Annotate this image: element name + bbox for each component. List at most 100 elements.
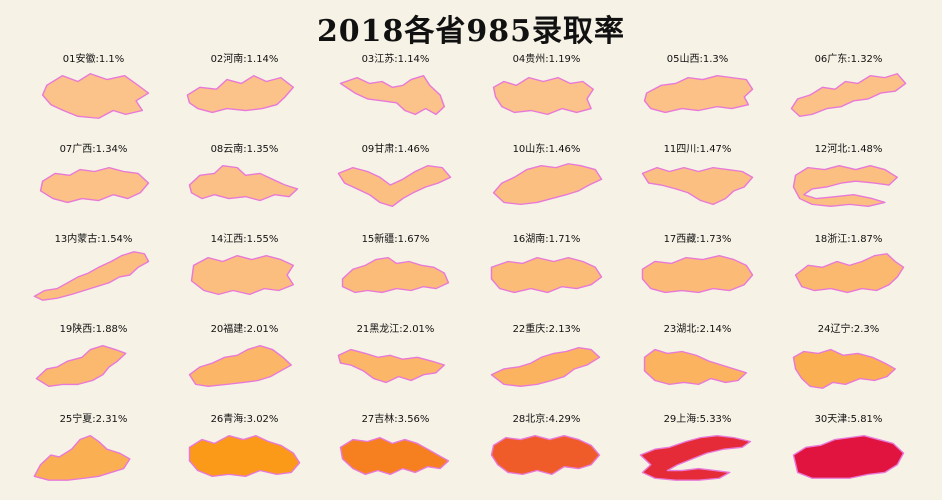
province-shape [490, 256, 603, 294]
province-cell: 18浙江:1.87% [773, 224, 924, 314]
province-label: 29上海:5.33% [663, 414, 732, 425]
province-cell: 19陕西:1.88% [18, 314, 169, 404]
province-shape [492, 76, 594, 116]
province-map [792, 435, 905, 479]
province-map [492, 76, 594, 116]
province-map [337, 165, 452, 207]
province-cell: 26青海:3.02% [169, 404, 320, 494]
province-map [792, 165, 899, 207]
province-map [790, 73, 907, 117]
province-shape [33, 435, 131, 481]
province-label: 18浙江:1.87% [814, 234, 883, 245]
province-label: 25宁夏:2.31% [59, 414, 128, 425]
province-label: 27吉林:3.56% [361, 414, 430, 425]
province-shape [339, 436, 450, 476]
province-shape [188, 345, 292, 387]
province-map [190, 255, 295, 296]
province-cell: 22重庆:2.13% [471, 314, 622, 404]
province-label: 20福建:2.01% [210, 324, 279, 335]
province-cell: 20福建:2.01% [169, 314, 320, 404]
province-map [492, 163, 603, 206]
province-shape [643, 348, 748, 386]
province-cell: 29上海:5.33% [622, 404, 773, 494]
province-map [794, 253, 905, 294]
province-grid: 01安徽:1.1% 02河南:1.14% 03江苏:1.14% 04贵州:1.19% 0… [18, 44, 924, 494]
province-label: 21黑龙江:2.01% [356, 324, 435, 335]
province-label: 15新疆:1.67% [361, 234, 430, 245]
province-label: 04贵州:1.19% [512, 54, 581, 65]
province-shape [641, 255, 754, 294]
province-map [490, 435, 601, 476]
province-map [188, 345, 292, 387]
province-cell: 11四川:1.47% [622, 134, 773, 224]
province-map [490, 256, 603, 294]
province-cell: 10山东:1.46% [471, 134, 622, 224]
province-map [188, 165, 299, 202]
province-map [341, 256, 450, 294]
province-shape [188, 165, 299, 202]
province-label: 26青海:3.02% [210, 414, 279, 425]
province-label: 13内蒙古:1.54% [54, 234, 133, 245]
province-cell: 24辽宁:2.3% [773, 314, 924, 404]
province-shape [341, 256, 450, 294]
province-cell: 03江苏:1.14% [320, 44, 471, 134]
province-shape [792, 435, 905, 479]
province-shape [490, 346, 601, 387]
province-map [33, 251, 150, 301]
province-cell: 23湖北:2.14% [622, 314, 773, 404]
province-label: 17西藏:1.73% [663, 234, 732, 245]
province-shape [35, 345, 127, 387]
province-map [35, 345, 127, 387]
province-map [792, 348, 896, 389]
province-cell: 28北京:4.29% [471, 404, 622, 494]
province-label: 03江苏:1.14% [361, 54, 430, 65]
province-map [339, 75, 446, 116]
province-shape [33, 251, 150, 301]
province-map [41, 73, 150, 119]
province-map [641, 166, 754, 206]
province-map [639, 435, 752, 481]
province-shape [792, 348, 896, 389]
province-shape [641, 166, 754, 206]
province-shape [490, 435, 601, 476]
province-cell: 13内蒙古:1.54% [18, 224, 169, 314]
province-cell: 16湖南:1.71% [471, 224, 622, 314]
province-map [337, 348, 446, 384]
province-shape [186, 75, 295, 114]
province-shape [41, 73, 150, 119]
province-label: 14江西:1.55% [210, 234, 279, 245]
province-cell: 14江西:1.55% [169, 224, 320, 314]
province-shape [39, 166, 150, 204]
province-label: 07广西:1.34% [59, 144, 128, 155]
province-label: 09甘肃:1.46% [361, 144, 430, 155]
province-shape [792, 165, 899, 207]
province-shape [492, 163, 603, 206]
province-cell: 01安徽:1.1% [18, 44, 169, 134]
province-cell: 09甘肃:1.46% [320, 134, 471, 224]
province-map [186, 75, 295, 114]
province-map [643, 75, 754, 114]
province-cell: 30天津:5.81% [773, 404, 924, 494]
province-map [39, 166, 150, 204]
province-label: 19陕西:1.88% [59, 324, 128, 335]
province-label: 12河北:1.48% [814, 144, 883, 155]
province-label: 01安徽:1.1% [62, 54, 125, 65]
province-shape [337, 165, 452, 207]
province-map [33, 435, 131, 481]
province-shape [339, 75, 446, 116]
province-cell: 27吉林:3.56% [320, 404, 471, 494]
province-map [643, 348, 748, 386]
province-label: 22重庆:2.13% [512, 324, 581, 335]
province-cell: 25宁夏:2.31% [18, 404, 169, 494]
province-map [641, 255, 754, 294]
province-label: 30天津:5.81% [814, 414, 883, 425]
province-label: 06广东:1.32% [814, 54, 883, 65]
province-label: 02河南:1.14% [210, 54, 279, 65]
province-cell: 12河北:1.48% [773, 134, 924, 224]
province-shape [794, 253, 905, 294]
province-label: 23湖北:2.14% [663, 324, 732, 335]
province-shape [337, 348, 446, 384]
province-label: 05山西:1.3% [666, 54, 729, 65]
province-cell: 08云南:1.35% [169, 134, 320, 224]
province-label: 24辽宁:2.3% [817, 324, 880, 335]
